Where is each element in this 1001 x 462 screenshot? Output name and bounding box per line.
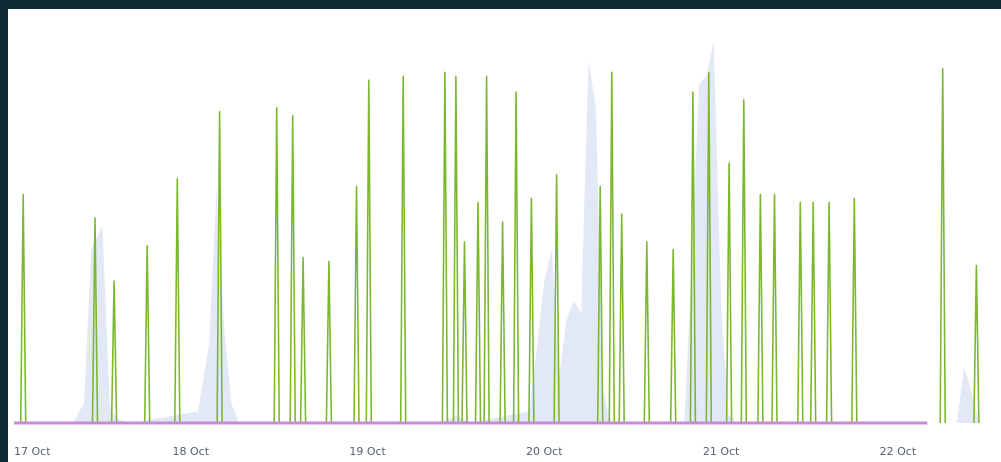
- spike-point-29: [725, 162, 733, 424]
- spike-point-31: [757, 193, 764, 424]
- spike-point-11: [365, 79, 373, 424]
- spike-point-34: [809, 201, 817, 424]
- spike-point-26: [669, 248, 677, 424]
- spike-point-22: [596, 185, 604, 424]
- spike-point-4: [174, 177, 181, 424]
- spike-point-30: [740, 99, 748, 424]
- timeseries-chart: 17 Oct 18 Oct 19 Oct 20 Oct 21 Oct 22 Oct: [14, 40, 980, 458]
- x-tick-label: 17 Oct: [14, 445, 51, 458]
- x-tick-label: 19 Oct: [349, 445, 386, 458]
- spike-point-33: [797, 201, 804, 424]
- spike-point-36: [851, 197, 858, 424]
- area-series-layer: [72, 40, 979, 424]
- x-tick-label: 22 Oct: [880, 445, 917, 458]
- spike-point-16: [474, 201, 482, 424]
- spike-point-12: [399, 75, 407, 424]
- spike-point-1: [91, 217, 99, 424]
- x-tick-label: 21 Oct: [703, 445, 740, 458]
- spike-point-9: [325, 260, 333, 424]
- area-series: [72, 40, 979, 424]
- spike-point-13: [441, 71, 449, 424]
- spike-point-0: [19, 193, 27, 424]
- spike-point-25: [643, 241, 651, 424]
- spike-point-2: [110, 280, 118, 424]
- spike-point-7: [289, 114, 296, 424]
- spike-point-5: [216, 110, 223, 424]
- spike-point-6: [273, 107, 280, 424]
- spike-point-32: [771, 193, 778, 424]
- spike-point-27: [689, 91, 697, 424]
- x-tick-label: 18 Oct: [173, 445, 210, 458]
- spike-point-3: [143, 244, 151, 424]
- spike-point-38: [973, 264, 980, 424]
- spike-point-18: [499, 221, 506, 424]
- spike-point-10: [353, 185, 360, 424]
- x-tick-label: 20 Oct: [526, 445, 563, 458]
- spike-point-24: [618, 213, 625, 424]
- spike-point-35: [825, 201, 833, 424]
- x-axis-ticks: 17 Oct 18 Oct 19 Oct 20 Oct 21 Oct 22 Oct: [14, 445, 917, 458]
- spike-point-28: [705, 71, 713, 424]
- spike-point-23: [608, 71, 616, 424]
- spike-point-21: [553, 174, 560, 424]
- spike-point-17: [483, 75, 490, 424]
- spike-point-15: [461, 241, 468, 424]
- spike-point-19: [512, 91, 520, 424]
- spike-series-layer: [19, 67, 980, 424]
- chart-panel: 17 Oct 18 Oct 19 Oct 20 Oct 21 Oct 22 Oct: [8, 9, 1001, 462]
- spike-point-37: [939, 67, 946, 424]
- spike-point-20: [528, 197, 535, 424]
- spike-point-14: [452, 75, 460, 424]
- spike-point-8: [299, 256, 307, 424]
